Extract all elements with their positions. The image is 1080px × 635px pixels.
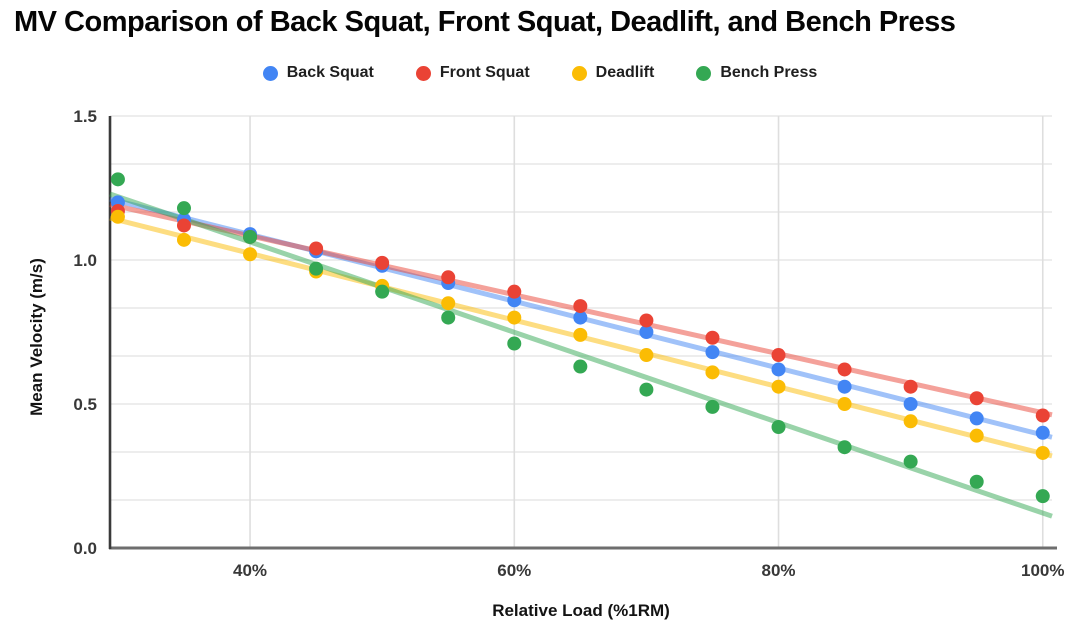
legend-item-deadlift: Deadlift	[571, 64, 655, 82]
legend-dot-deadlift-icon	[571, 65, 587, 81]
y-axis-title: Mean Velocity (m/s)	[27, 258, 46, 416]
chart-title: MV Comparison of Back Squat, Front Squat…	[14, 6, 956, 38]
legend-dot-bench-press-icon	[696, 65, 712, 81]
x-tick-labels: 40% 60% 80% 100%	[233, 561, 1064, 580]
legend-dot-front-squat-icon	[415, 65, 431, 81]
legend-item-bench-press: Bench Press	[696, 64, 817, 82]
x-axis-title: Relative Load (%1RM)	[492, 601, 670, 620]
legend-label-front-squat: Front Squat	[439, 64, 530, 81]
trendline-bench-press	[109, 191, 1053, 519]
svg-text:100%: 100%	[1021, 561, 1064, 580]
legend-label-back-squat: Back Squat	[286, 64, 374, 81]
svg-text:1.0: 1.0	[73, 251, 97, 270]
svg-text:1.5: 1.5	[73, 107, 97, 126]
svg-text:0.5: 0.5	[73, 395, 97, 414]
legend-item-back-squat: Back Squat	[262, 64, 374, 82]
legend-dot-back-squat-icon	[262, 65, 278, 81]
chart-legend: Back Squat Front Squat Deadlift Bench Pr…	[0, 60, 1080, 86]
svg-text:40%: 40%	[233, 561, 267, 580]
legend-item-front-squat: Front Squat	[415, 64, 530, 82]
legend-label-deadlift: Deadlift	[595, 64, 655, 81]
legend-label-bench-press: Bench Press	[720, 64, 818, 81]
svg-text:0.0: 0.0	[73, 539, 97, 558]
y-tick-labels: 0.0 0.5 1.0 1.5	[73, 107, 97, 558]
svg-text:80%: 80%	[762, 561, 796, 580]
series-points-bench-press	[110, 172, 1050, 504]
svg-text:60%: 60%	[497, 561, 531, 580]
series-points-deadlift	[110, 209, 1050, 460]
